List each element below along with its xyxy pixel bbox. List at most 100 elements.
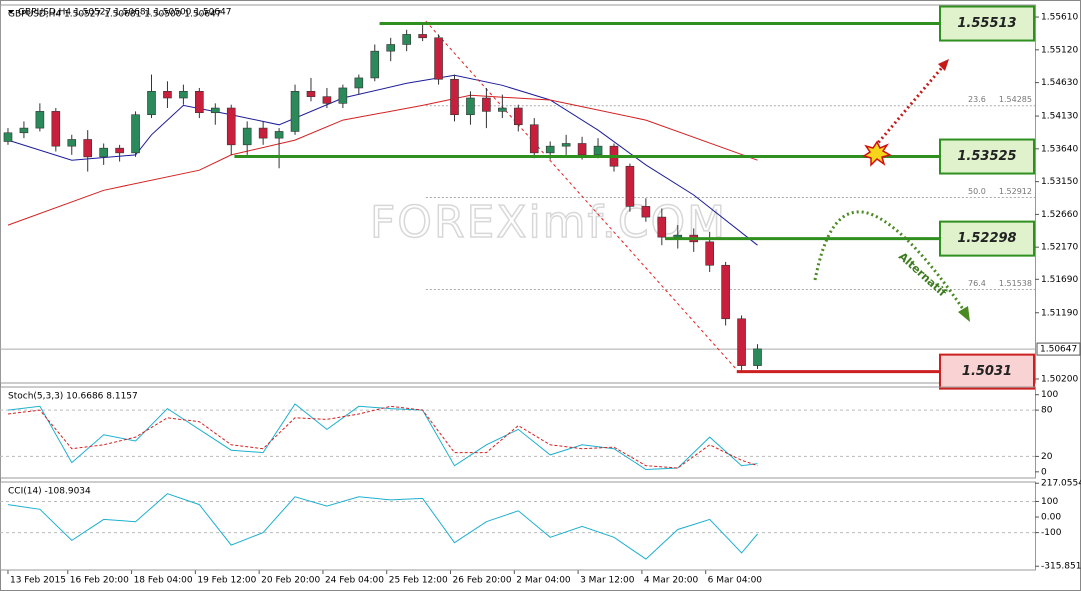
x-tick-label: 13 Feb 2015 [10, 576, 66, 586]
y-tick-label: 1.53150 [1041, 177, 1078, 187]
moving-average [7, 94, 758, 226]
starburst [862, 140, 892, 167]
candle-body [147, 91, 156, 116]
fib-price: 1.51538 [999, 279, 1032, 288]
panel [0, 386, 1036, 479]
level-box [939, 5, 1035, 42]
candle-body [35, 111, 45, 129]
indicator-line [7, 403, 758, 471]
candle-body [67, 139, 77, 147]
candle-body [210, 107, 220, 114]
candle-body [450, 78, 459, 116]
header: GBPUSD,H4 1.50527 1.50681 1.50500 1.5064… [18, 8, 231, 18]
candle-body [737, 318, 746, 366]
y-tick-label: 1.52660 [1041, 210, 1078, 220]
candle-body [545, 145, 555, 154]
x-tick-label: 25 Feb 12:00 [389, 576, 448, 586]
fib-ratio: 76.4 [968, 279, 986, 288]
candle-body [498, 107, 507, 112]
candle-body [673, 234, 683, 238]
y-tick-label: 1.55120 [1041, 45, 1078, 55]
candle-body [561, 143, 571, 147]
candle-body [322, 96, 332, 104]
panel-title: CCI(14) -108.9034 [8, 487, 91, 497]
candle-body [226, 107, 236, 146]
panel [0, 481, 1036, 571]
level-label: 1.53525 [957, 149, 1016, 164]
candle-body [577, 143, 587, 156]
candle-body [19, 127, 29, 134]
fib-price: 1.52912 [999, 187, 1032, 196]
indicator-line [7, 493, 758, 560]
candle-body [179, 91, 188, 99]
candle-body [242, 127, 252, 146]
x-tick-label: 3 Mar 12:00 [580, 576, 635, 586]
arrow-head [938, 59, 949, 71]
last-price-box [1036, 342, 1081, 356]
candle-body [513, 107, 523, 126]
y-tick-label: 20 [1041, 452, 1053, 462]
candle-body [83, 139, 93, 158]
x-tick-label: 18 Feb 04:00 [134, 576, 193, 586]
indicator-line [7, 405, 758, 469]
x-tick-label: 24 Feb 04:00 [325, 576, 384, 586]
candle-body [195, 91, 204, 114]
x-tick-label: 16 Feb 20:00 [70, 576, 129, 586]
y-tick-label: 1.51190 [1041, 308, 1078, 318]
candle-body [402, 34, 411, 45]
candle-body [3, 132, 13, 142]
level-label: 1.52298 [957, 231, 1016, 246]
x-tick-label: 26 Feb 20:00 [453, 576, 512, 586]
candle-body [418, 34, 427, 39]
y-tick-label: 1.54130 [1041, 112, 1078, 122]
candle-body [482, 97, 491, 112]
candle-body [306, 91, 316, 97]
candle-body [657, 216, 667, 238]
level-box [939, 353, 1035, 390]
candle-body [721, 264, 730, 320]
candle-body [593, 145, 603, 156]
level-label: 1.55513 [957, 16, 1016, 31]
candle-body [466, 97, 475, 116]
y-tick-label: 100 [1041, 497, 1058, 507]
panel-title: Stoch(5,3,3) 10.6686 8.1157 [8, 392, 138, 402]
watermark: FOREXimf.COM [370, 197, 727, 248]
y-tick-label: -315.8516 [1041, 562, 1081, 572]
candle-body [370, 50, 380, 79]
x-tick-label: 4 Mar 20:00 [644, 576, 699, 586]
candle-body [338, 87, 348, 104]
y-tick-label: 1.54630 [1041, 78, 1078, 88]
y-tick-label: 80 [1041, 406, 1053, 416]
candle-body [529, 124, 539, 154]
candle-body [290, 91, 300, 132]
candle-body [163, 91, 172, 99]
candle-body [386, 44, 396, 52]
candle-body [705, 241, 714, 266]
candle-body [131, 114, 140, 154]
menu-icon [8, 10, 14, 14]
x-tick-label: 2 Mar 04:00 [516, 576, 571, 586]
x-tick-label: 19 Feb 12:00 [197, 576, 256, 586]
level-label: 1.5031 [962, 364, 1012, 379]
arrow-head [958, 306, 970, 322]
y-tick-label: 0.00 [1041, 513, 1061, 523]
y-tick-label: -100 [1041, 528, 1062, 538]
panel [0, 4, 1036, 384]
plot: FOREXimf.COM 1.55610 1.55120 1.54630 1.54130… [0, 4, 1081, 586]
level-box [939, 220, 1035, 257]
panel-title: GBPUSD,H4 1.50527 1.50681 1.50500 1.5064… [8, 10, 221, 20]
trend-line [425, 20, 739, 372]
y-tick-label: 1.53640 [1041, 144, 1078, 154]
fib-price: 1.54285 [999, 95, 1032, 104]
fib-ratio: 23.6 [968, 95, 986, 104]
y-tick-label: 217.0554 [1041, 479, 1081, 489]
candle-body [51, 111, 61, 147]
candle-body [258, 127, 268, 139]
arrow [870, 63, 947, 151]
level-box [939, 138, 1035, 175]
last-price-label: 1.50647 [1040, 345, 1077, 355]
y-tick-label: 1.55610 [1041, 13, 1078, 23]
candle-body [434, 37, 443, 80]
